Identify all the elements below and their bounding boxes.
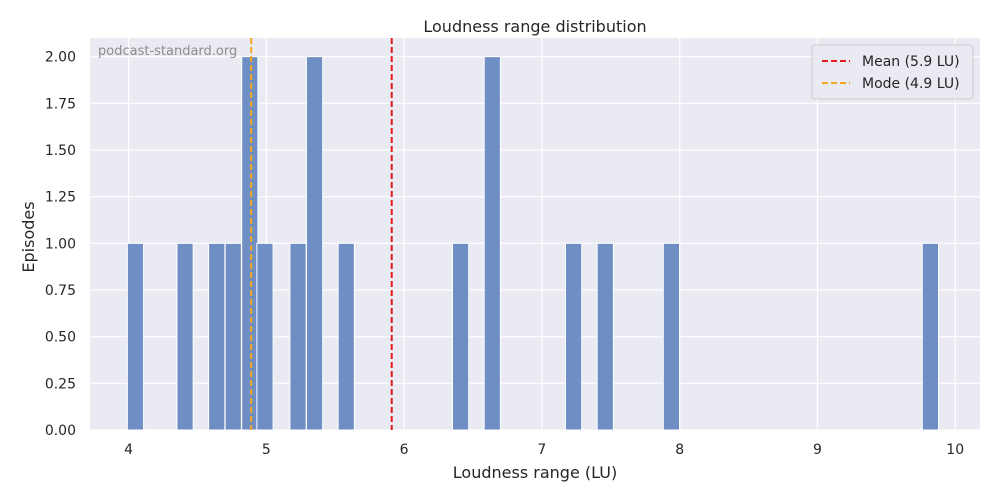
- y-tick-label: 1.75: [45, 96, 76, 112]
- histogram-bar: [337, 242, 355, 431]
- chart-title: Loudness range distribution: [423, 17, 646, 36]
- y-tick-label: 0.25: [45, 376, 76, 392]
- y-tick-label: 1.50: [45, 143, 76, 159]
- y-tick-labels: 0.00 0.25 0.50 0.75 1.00 1.25 1.50 1.75 2.00: [45, 50, 76, 439]
- y-tick-label: 0.75: [45, 283, 76, 299]
- bars: [126, 56, 940, 431]
- legend: Mean (5.9 LU) Mode (4.9 LU): [811, 44, 974, 100]
- legend-box: [811, 44, 974, 100]
- x-tick-labels: 4 5 6 7 8 9 10: [124, 442, 964, 458]
- x-tick-label: 6: [400, 442, 409, 458]
- histogram-bar: [289, 242, 307, 431]
- x-tick-label: 10: [946, 442, 964, 458]
- histogram-bar: [662, 242, 681, 431]
- y-axis-label: Episodes: [19, 201, 38, 272]
- histogram-bar: [483, 56, 501, 431]
- x-tick-label: 8: [675, 442, 684, 458]
- histogram-bar: [451, 242, 470, 431]
- histogram-bar: [241, 56, 259, 431]
- histogram-bar: [256, 242, 274, 431]
- x-tick-label: 9: [813, 442, 822, 458]
- y-tick-label: 0.00: [45, 423, 76, 439]
- watermark: podcast-standard.org: [98, 44, 237, 59]
- histogram-bar: [126, 242, 145, 431]
- y-tick-label: 2.00: [45, 50, 76, 66]
- histogram-bar: [208, 242, 226, 431]
- histogram-bar: [305, 56, 324, 431]
- legend-mode-label: Mode (4.9 LU): [862, 76, 960, 92]
- reference-lines: [250, 38, 393, 430]
- histogram-bar: [176, 242, 194, 431]
- histogram-bar: [564, 242, 583, 431]
- x-tick-label: 5: [262, 442, 271, 458]
- y-tick-label: 1.25: [45, 190, 76, 206]
- histogram-bar: [224, 242, 242, 431]
- y-tick-label: 0.50: [45, 330, 76, 346]
- legend-mean-label: Mean (5.9 LU): [862, 54, 960, 70]
- y-tick-label: 1.00: [45, 236, 76, 252]
- x-axis-label: Loudness range (LU): [453, 463, 617, 482]
- x-tick-label: 7: [537, 442, 546, 458]
- histogram-bar: [921, 242, 940, 431]
- x-tick-label: 4: [124, 442, 133, 458]
- histogram-bar: [596, 242, 614, 431]
